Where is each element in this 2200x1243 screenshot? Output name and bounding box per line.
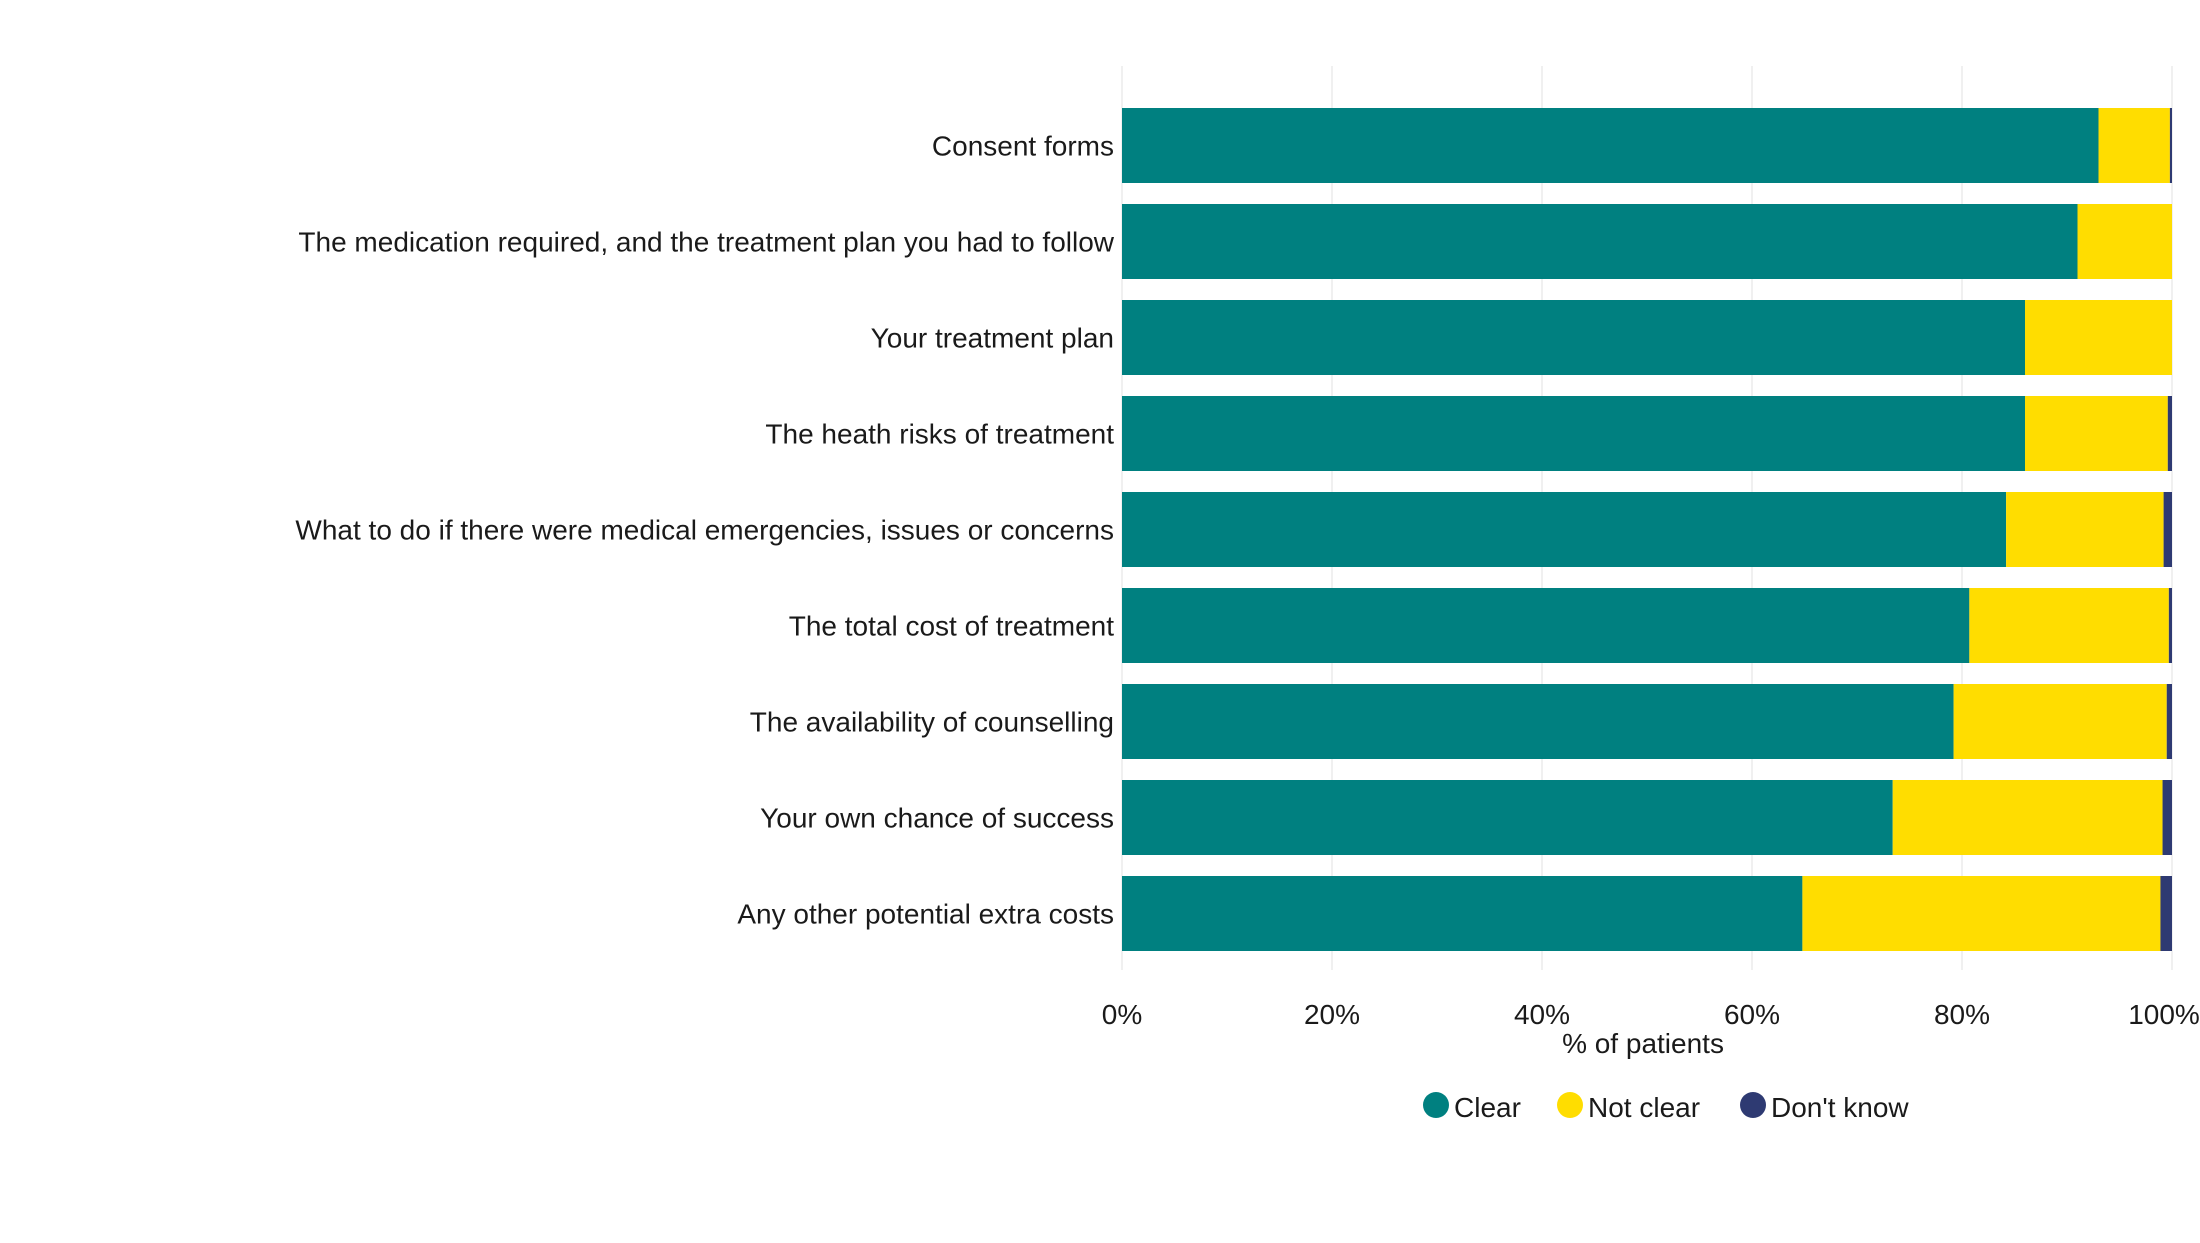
bar-not-clear — [2077, 204, 2172, 279]
bar-not-clear — [2006, 492, 2164, 567]
bar-not-clear — [2098, 108, 2170, 183]
bar-not-clear — [1802, 876, 2161, 951]
bar-clear — [1122, 684, 1954, 759]
x-tick-labels: 0% 20% 40% 60% 80% 100% — [1102, 999, 2200, 1030]
bar-clear — [1122, 108, 2099, 183]
bar-clear — [1122, 396, 2025, 471]
x-tick-label: 0% — [1102, 999, 1142, 1030]
bar-don-t-know — [2166, 684, 2172, 759]
bar-clear — [1122, 492, 2007, 567]
bar-clear — [1122, 204, 2078, 279]
bar-clear — [1122, 780, 1893, 855]
legend-marker — [1423, 1092, 1449, 1118]
legend-label: Not clear — [1588, 1092, 1700, 1123]
legend-marker — [1557, 1092, 1583, 1118]
x-tick-label: 100% — [2128, 999, 2200, 1030]
legend-label: Don't know — [1771, 1092, 1909, 1123]
bar-not-clear — [1969, 588, 2169, 663]
x-tick-label: 80% — [1934, 999, 1990, 1030]
bar-not-clear — [1892, 780, 2163, 855]
bars — [1122, 108, 2172, 951]
bar-clear — [1122, 876, 1803, 951]
legend-marker — [1740, 1092, 1766, 1118]
category-label: The medication required, and the treatme… — [298, 227, 1114, 258]
category-labels: Consent forms The medication required, an… — [295, 131, 1114, 930]
bar-don-t-know — [2169, 108, 2172, 183]
bar-don-t-know — [2162, 780, 2172, 855]
bar-don-t-know — [2163, 492, 2172, 567]
category-label: What to do if there were medical emergen… — [295, 515, 1114, 546]
category-label: The availability of counselling — [750, 707, 1114, 738]
category-label: The heath risks of treatment — [765, 419, 1114, 450]
bar-don-t-know — [2168, 588, 2172, 663]
x-tick-label: 20% — [1304, 999, 1360, 1030]
category-label: Consent forms — [932, 131, 1114, 162]
category-label: The total cost of treatment — [789, 611, 1114, 642]
bar-clear — [1122, 300, 2025, 375]
x-axis-title: % of patients — [1562, 1028, 1724, 1059]
bar-clear — [1122, 588, 1970, 663]
legend: Clear Not clear Don't know — [1423, 1092, 1909, 1123]
bar-not-clear — [2025, 396, 2168, 471]
legend-label: Clear — [1454, 1092, 1521, 1123]
bar-not-clear — [2025, 300, 2172, 375]
bar-don-t-know — [2167, 396, 2172, 471]
x-tick-label: 60% — [1724, 999, 1780, 1030]
bar-don-t-know — [2160, 876, 2172, 951]
bar-not-clear — [1953, 684, 2167, 759]
x-tick-label: 40% — [1514, 999, 1570, 1030]
category-label: Any other potential extra costs — [737, 899, 1114, 930]
category-label: Your own chance of success — [760, 803, 1114, 834]
category-label: Your treatment plan — [871, 323, 1114, 354]
